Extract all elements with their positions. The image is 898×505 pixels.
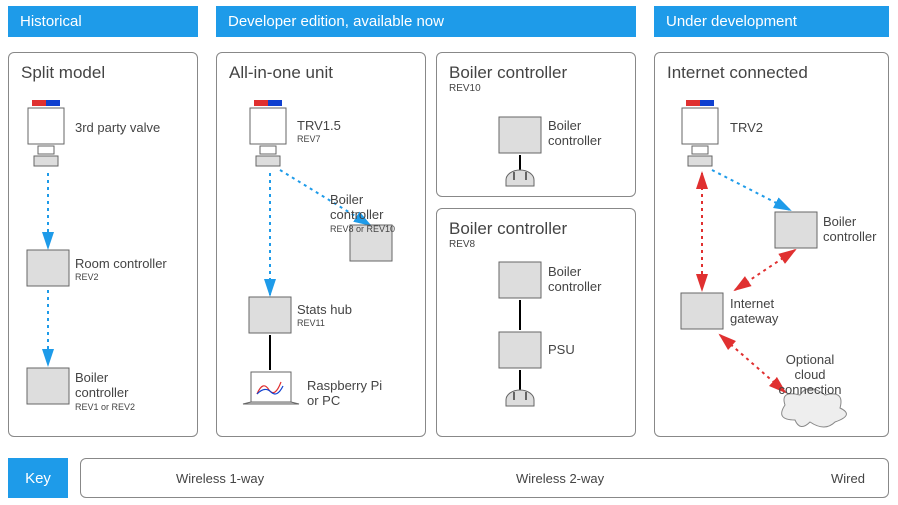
label-bc10: Boilercontroller xyxy=(548,118,628,148)
header-historical: Historical xyxy=(8,6,198,37)
header-label: Developer edition, available now xyxy=(228,13,444,30)
panel-title: All-in-one unit xyxy=(217,53,425,83)
label-trv15: TRV1.5 xyxy=(297,118,341,133)
key-panel: Wireless 1-way Wireless 2-way Wired xyxy=(80,458,889,498)
label-roomctrl: Room controller xyxy=(75,256,167,271)
key-title: Key xyxy=(25,470,51,487)
panel-boiler8: Boiler controller REV8 xyxy=(436,208,636,437)
header-developer: Developer edition, available now xyxy=(216,6,636,37)
key-w1: Wireless 1-way xyxy=(176,471,264,486)
label-psu: PSU xyxy=(548,342,575,357)
key-w2: Wireless 2-way xyxy=(516,471,604,486)
label-rpi: Raspberry Pior PC xyxy=(307,378,417,408)
panel-title: Split model xyxy=(9,53,197,83)
header-label: Historical xyxy=(20,13,82,30)
sub-roomctrl: REV2 xyxy=(75,272,99,282)
sub-trv15: REV7 xyxy=(297,134,321,144)
label-bc8: Boilercontroller xyxy=(548,264,628,294)
sub-boilerctrl1: REV1 or REV2 xyxy=(75,402,135,412)
label-bc-internet: Boilercontroller xyxy=(823,214,883,244)
panel-sub: REV10 xyxy=(437,83,635,94)
panel-title: Boiler controller xyxy=(437,209,635,239)
label-statshub: Stats hub xyxy=(297,302,352,317)
panel-title: Internet connected xyxy=(655,53,888,83)
label-boilerctrl1: Boilercontroller xyxy=(75,370,185,400)
label-valve3p: 3rd party valve xyxy=(75,120,160,135)
panel-title: Boiler controller xyxy=(437,53,635,83)
label-cloud: Optionalcloudconnection xyxy=(770,352,850,397)
label-gateway: Internetgateway xyxy=(730,296,810,326)
panel-sub: REV8 xyxy=(437,239,635,250)
sub-boilerctrl2: REV8 or REV10 xyxy=(330,224,395,234)
label-boilerctrl2: Boilercontroller xyxy=(330,192,420,222)
key-wired: Wired xyxy=(831,471,865,486)
header-label: Under development xyxy=(666,13,797,30)
sub-statshub: REV11 xyxy=(297,318,325,328)
key-box: Key xyxy=(8,458,68,498)
label-trv2: TRV2 xyxy=(730,120,763,135)
header-underdev: Under development xyxy=(654,6,889,37)
